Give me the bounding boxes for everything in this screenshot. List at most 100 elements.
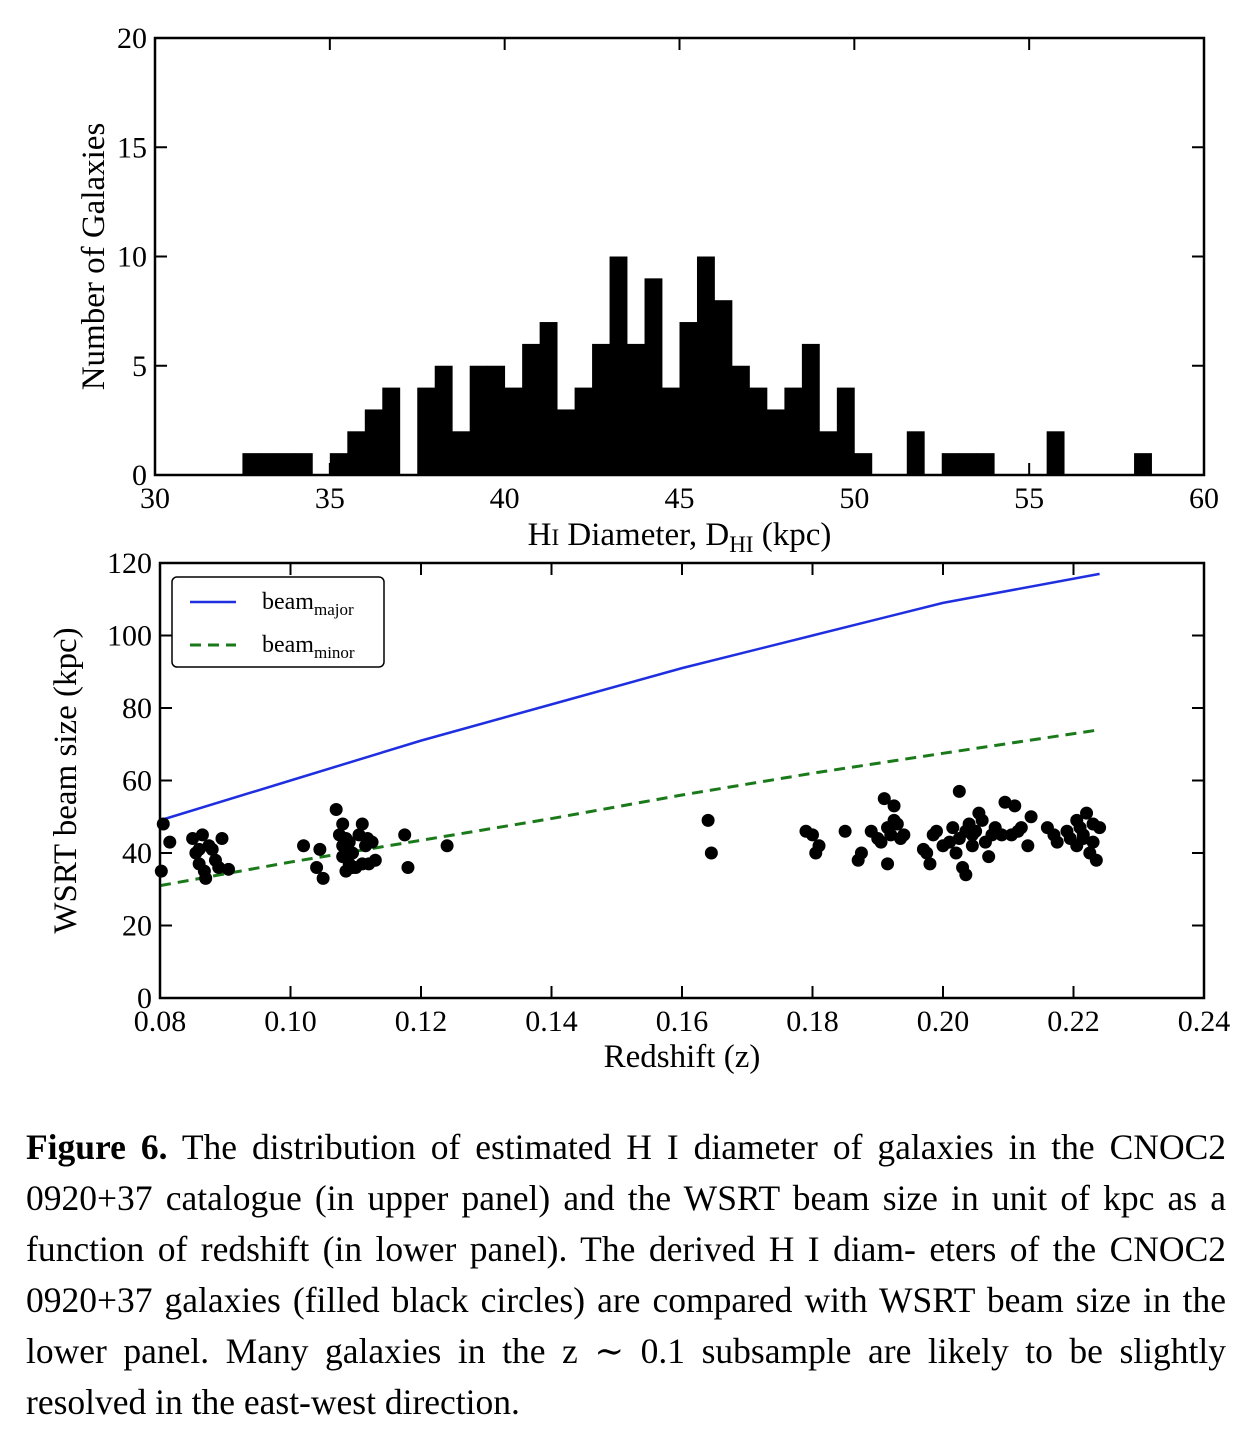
galaxy-point (884, 828, 898, 842)
histogram-bar (329, 453, 348, 475)
galaxy-point (998, 795, 1012, 809)
galaxy-point (975, 813, 989, 827)
galaxy-point (154, 864, 168, 878)
galaxy-point (1093, 821, 1107, 835)
histogram-bar (452, 431, 471, 475)
galaxy-point (704, 846, 718, 860)
galaxy-point (946, 821, 960, 835)
galaxy-point (313, 842, 327, 856)
histogram-bar (959, 453, 978, 475)
y-tick-label: 100 (107, 620, 152, 653)
figure: 30 35 40 45 50 55 60 0 5 10 15 20 HI Diameter, DHI… (48, 22, 1230, 1075)
figure-caption: Figure 6. The distribution of estimated … (26, 1122, 1226, 1428)
galaxy-point (398, 828, 412, 842)
galaxy-point (163, 835, 177, 849)
galaxy-point (329, 803, 343, 816)
histogram-bar (696, 256, 715, 475)
galaxy-point (401, 861, 415, 874)
galaxy-point (965, 839, 979, 853)
galaxy-point (887, 813, 901, 827)
histogram-bar (242, 453, 261, 475)
x-tick-label: 0.08 (134, 1005, 187, 1038)
caption-line-4: eters of the CNOC2 0920+37 galaxies (fil… (26, 1229, 1226, 1320)
x-tick-label: 45 (665, 482, 695, 515)
galaxy-point (874, 835, 888, 849)
histogram-bar (504, 387, 523, 475)
galaxy-point (368, 853, 382, 867)
x-tick-label: 55 (1014, 482, 1044, 515)
galaxy-point (949, 846, 963, 860)
histogram-bar (277, 453, 296, 475)
galaxy-point (897, 828, 911, 842)
beam-major-line (159, 572, 1100, 822)
x-tick-label: 40 (490, 482, 520, 515)
galaxy-point (222, 862, 236, 876)
x-tick-label: 0.24 (1178, 1005, 1231, 1038)
galaxy-point (923, 857, 937, 871)
y-tick-label: 60 (122, 765, 152, 798)
histogram-bar (259, 453, 278, 475)
x-tick-label: 30 (140, 482, 170, 515)
galaxy-point (156, 817, 170, 831)
scatter-panel: 0.08 0.10 0.12 0.14 0.16 0.18 0.20 0.22 0.24 0 20… (48, 547, 1230, 1075)
x-tick-label: 50 (839, 482, 869, 515)
galaxy-point (995, 828, 1009, 842)
caption-label: Figure 6. (26, 1127, 168, 1167)
y-tick-label: 15 (117, 131, 147, 164)
histogram-bar (469, 365, 488, 475)
caption-line-3: unit of kpc as a function of redshift (i… (26, 1178, 1227, 1269)
galaxy-point (1080, 806, 1094, 820)
galaxy-point (929, 824, 943, 838)
y-tick-label: 80 (122, 692, 152, 725)
galaxy-point (965, 828, 979, 842)
galaxy-point (701, 813, 715, 827)
galaxy-point (1008, 799, 1022, 813)
galaxy-point (812, 839, 826, 853)
histogram-bar (731, 365, 750, 475)
histogram-bar (557, 409, 575, 475)
histogram-panel: 30 35 40 45 50 55 60 0 5 10 15 20 HI Diameter, DHI… (76, 22, 1219, 557)
histogram-bar (522, 343, 541, 475)
galaxy-point (1076, 832, 1090, 845)
scatter-x-axis-label: Redshift (z) (604, 1039, 761, 1075)
galaxy-point (205, 842, 219, 856)
histogram-bar (574, 387, 593, 475)
galaxy-point (952, 784, 966, 798)
galaxy-point (943, 835, 957, 849)
galaxy-points (154, 784, 1107, 885)
x-tick-label: 35 (315, 482, 345, 515)
scatter-x-ticks: 0.08 0.10 0.12 0.14 0.16 0.18 0.20 0.22 0.24 (134, 563, 1231, 1038)
y-tick-label: 5 (132, 350, 147, 383)
y-tick-label: 0 (132, 459, 147, 492)
galaxy-point (199, 871, 213, 885)
legend-label-beam-minor: beamminor (262, 632, 355, 662)
histogram-bar (609, 256, 628, 475)
histogram-bar (1134, 453, 1152, 475)
galaxy-point (877, 792, 891, 806)
galaxy-point (806, 828, 819, 842)
caption-line-5: with WSRT beam size in the lower panel. … (26, 1280, 1226, 1371)
x-tick-label: 0.10 (264, 1005, 317, 1038)
scatter-y-axis-label: WSRT beam size (kpc) (48, 627, 84, 933)
legend: beammajor beamminor (171, 576, 385, 668)
beam-lines (159, 572, 1100, 888)
galaxy-point (854, 846, 868, 860)
histogram-bar (679, 322, 698, 475)
galaxy-point (1086, 835, 1100, 849)
x-tick-label: 0.16 (656, 1005, 709, 1038)
x-tick-label: 0.18 (786, 1005, 839, 1038)
histogram-bar (836, 387, 855, 475)
beam-minor-line (159, 728, 1100, 888)
caption-line-2: CNOC2 0920+37 catalogue (in upper panel)… (26, 1127, 1227, 1218)
galaxy-point (365, 835, 379, 849)
caption-line-6: subsample are likely to be slightly reso… (26, 1331, 1227, 1422)
caption-line-1: The distribution of estimated H I diamet… (181, 1127, 1095, 1167)
histogram-bar (644, 278, 663, 475)
histogram-bar (382, 387, 401, 475)
y-tick-label: 10 (117, 241, 147, 274)
histogram-x-ticks: 30 35 40 45 50 55 60 (140, 38, 1219, 515)
galaxy-point (345, 861, 359, 874)
histogram-bar (662, 387, 680, 475)
histogram-bar (487, 365, 506, 475)
histogram-bar (976, 453, 995, 475)
